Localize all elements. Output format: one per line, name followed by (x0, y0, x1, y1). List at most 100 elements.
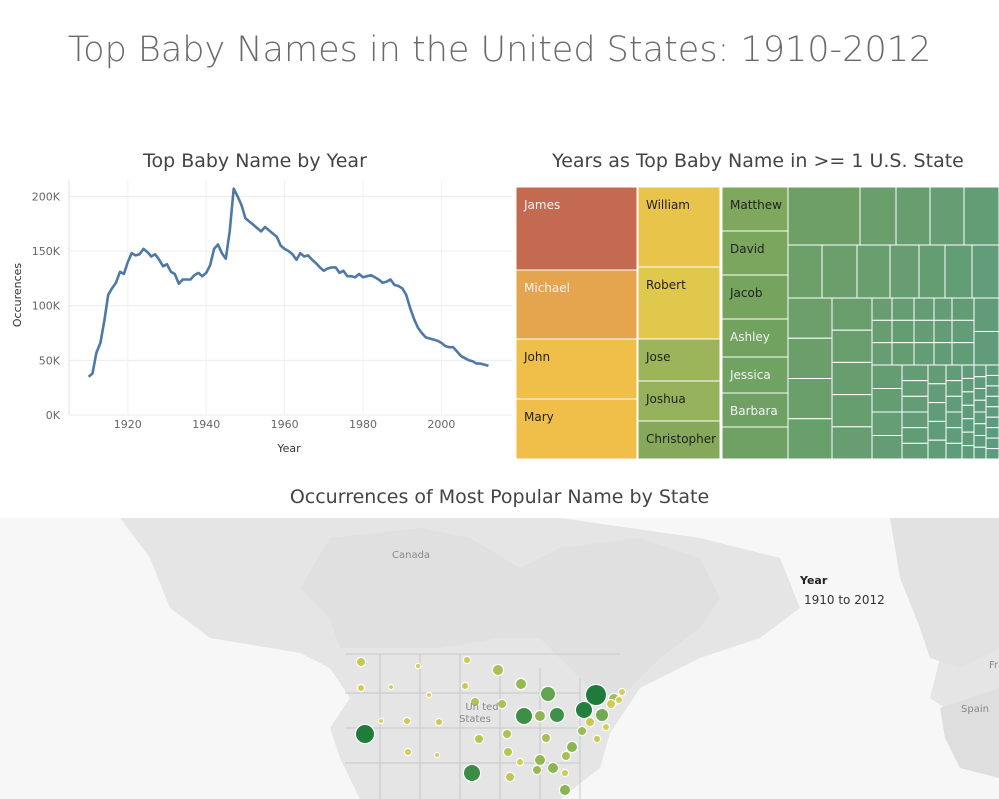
treemap-cell[interactable] (787, 297, 833, 339)
state-bubble[interactable] (562, 770, 568, 776)
treemap-cell[interactable] (945, 395, 963, 413)
treemap-cell[interactable] (787, 378, 833, 420)
treemap-cell[interactable] (961, 431, 975, 447)
state-bubble[interactable] (607, 700, 615, 708)
treemap-cell[interactable] (985, 374, 999, 387)
treemap-cell[interactable] (901, 427, 929, 444)
state-bubble[interactable] (493, 665, 503, 675)
treemap-cell[interactable] (516, 338, 638, 400)
state-bubble[interactable] (576, 702, 592, 718)
treemap-cell[interactable] (895, 187, 931, 246)
state-bubble[interactable] (435, 753, 439, 757)
state-bubble[interactable] (405, 749, 411, 755)
treemap-cell[interactable] (721, 274, 789, 320)
state-bubble[interactable] (567, 742, 577, 752)
treemap-cell[interactable] (927, 383, 947, 404)
treemap-cell[interactable] (985, 385, 999, 397)
state-bubble[interactable] (541, 687, 555, 701)
treemap-cell[interactable] (927, 402, 947, 422)
treemap-cell[interactable] (945, 364, 963, 382)
treemap-cell[interactable] (985, 395, 999, 408)
treemap-cell[interactable] (945, 411, 963, 429)
state-bubble[interactable] (516, 679, 526, 689)
treemap-cell[interactable] (985, 364, 999, 376)
state-bubble[interactable] (506, 773, 514, 781)
treemap-cell[interactable] (951, 297, 975, 321)
state-bubble[interactable] (535, 711, 545, 721)
state-bubble[interactable] (616, 697, 622, 703)
treemap-cell[interactable] (901, 411, 929, 429)
treemap-cell[interactable] (871, 388, 903, 413)
treemap-cell[interactable] (871, 319, 893, 344)
state-bubble[interactable] (560, 785, 570, 795)
treemap-cell[interactable] (831, 329, 873, 363)
treemap-cell[interactable] (985, 427, 999, 439)
treemap-cell[interactable] (961, 391, 975, 406)
line-series-path[interactable] (87, 187, 489, 378)
treemap-cell[interactable] (516, 398, 638, 460)
state-bubble[interactable] (578, 727, 586, 735)
treemap-cell[interactable] (985, 437, 999, 450)
treemap-cell[interactable] (889, 244, 920, 299)
treemap-cell[interactable] (973, 331, 999, 366)
treemap-cell[interactable] (973, 446, 987, 460)
treemap-cell[interactable] (721, 187, 789, 232)
state-bubble[interactable] (516, 708, 532, 724)
treemap-cell[interactable] (891, 342, 915, 366)
treemap-cell[interactable] (721, 356, 789, 394)
treemap-cell[interactable] (637, 420, 721, 460)
treemap-cell[interactable] (973, 364, 987, 378)
treemap-cell[interactable] (901, 364, 929, 382)
treemap-cell[interactable] (944, 244, 973, 299)
treemap-cell[interactable] (831, 426, 873, 460)
treemap-cell[interactable] (831, 394, 873, 428)
treemap-cell[interactable] (985, 416, 999, 429)
state-bubble[interactable] (427, 693, 431, 697)
treemap-cell[interactable] (945, 442, 963, 460)
treemap-cell[interactable] (945, 380, 963, 397)
map-legend-value[interactable]: 1910 to 2012 (804, 593, 885, 607)
treemap-cell[interactable] (787, 244, 823, 299)
treemap-cell[interactable] (971, 244, 999, 299)
treemap-cell[interactable] (918, 244, 946, 299)
state-bubble[interactable] (596, 709, 608, 721)
treemap-cell[interactable] (637, 380, 721, 422)
state-bubble[interactable] (503, 730, 511, 738)
treemap-cell[interactable] (961, 377, 975, 393)
state-bubble[interactable] (475, 735, 483, 743)
treemap-cell[interactable] (871, 342, 893, 366)
treemap-cell[interactable] (721, 426, 789, 460)
treemap-cell[interactable] (933, 297, 953, 321)
treemap-cell[interactable] (973, 411, 987, 425)
state-bubble[interactable] (436, 719, 442, 725)
treemap-cell[interactable] (787, 187, 861, 246)
treemap-cell[interactable] (871, 364, 903, 389)
state-bubble[interactable] (404, 718, 410, 724)
treemap-cell[interactable] (973, 399, 987, 413)
treemap-cell[interactable] (927, 439, 947, 460)
state-bubble[interactable] (533, 766, 541, 774)
treemap-cell[interactable] (973, 423, 987, 436)
treemap-cell[interactable] (831, 297, 873, 331)
treemap-cell[interactable] (961, 404, 975, 420)
state-bubble[interactable] (389, 685, 393, 689)
treemap-cell[interactable] (973, 435, 987, 448)
treemap-cell[interactable] (951, 319, 975, 344)
state-bubble[interactable] (357, 658, 365, 666)
treemap-cell[interactable] (821, 244, 858, 299)
state-bubble[interactable] (586, 685, 606, 705)
treemap-cell[interactable] (913, 297, 935, 321)
treemap-cell[interactable] (856, 244, 891, 299)
state-bubble[interactable] (464, 765, 480, 781)
state-bubble[interactable] (504, 748, 512, 756)
treemap-cell[interactable] (933, 319, 953, 344)
treemap-cell[interactable] (637, 187, 721, 268)
state-bubble[interactable] (603, 724, 609, 730)
treemap[interactable]: James Michael John Mary William Robert Jose Jos… (516, 187, 999, 460)
treemap-cell[interactable] (913, 342, 935, 366)
state-bubble[interactable] (356, 725, 374, 743)
treemap-cell[interactable] (973, 376, 987, 389)
treemap-cell[interactable] (951, 342, 975, 366)
treemap-cell[interactable] (961, 445, 975, 460)
treemap-cell[interactable] (891, 319, 915, 344)
